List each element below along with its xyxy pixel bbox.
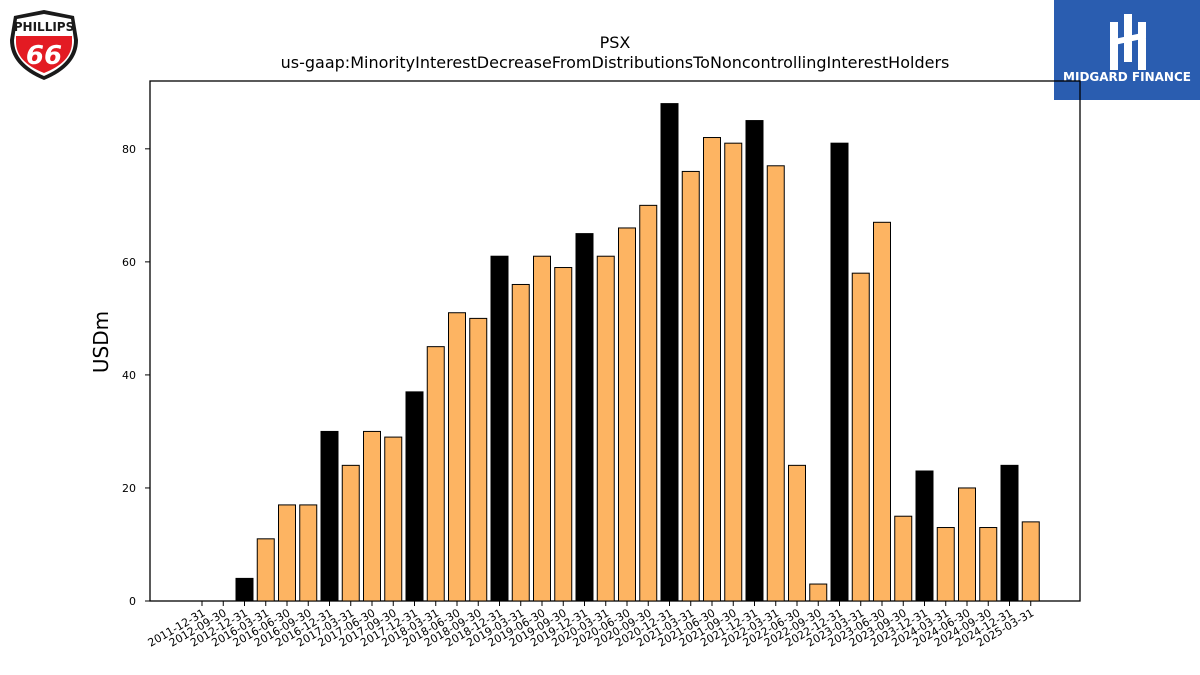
y-tick-label: 80 xyxy=(122,143,136,156)
bar xyxy=(554,267,573,602)
chart-title: PSX xyxy=(600,33,631,52)
bar xyxy=(256,538,275,602)
bar xyxy=(639,204,658,602)
bar xyxy=(448,312,466,602)
bar xyxy=(936,527,955,602)
bar xyxy=(533,255,551,602)
bar xyxy=(469,317,488,602)
logo-text-phillips: PHILLIPS xyxy=(14,20,75,34)
bar xyxy=(299,504,318,602)
bar xyxy=(851,272,870,602)
bar xyxy=(724,142,743,602)
y-tick-label: 0 xyxy=(129,595,136,608)
bar xyxy=(511,283,530,602)
bar xyxy=(405,391,424,602)
bar xyxy=(235,577,254,602)
bar xyxy=(788,464,806,602)
bar xyxy=(426,346,445,602)
bar xyxy=(384,436,403,602)
plot-area-frame xyxy=(149,80,1081,602)
bar xyxy=(278,504,296,602)
bar xyxy=(766,165,785,602)
bar xyxy=(894,515,913,602)
bar xyxy=(618,227,636,602)
bar xyxy=(1000,464,1019,602)
y-axis-label: USDm xyxy=(89,311,113,373)
midgard-logo-text: MIDGARD FINANCE xyxy=(1063,70,1191,84)
bar xyxy=(745,120,764,602)
y-tick-label: 60 xyxy=(122,256,136,269)
bar xyxy=(979,527,998,602)
bar xyxy=(1021,521,1040,602)
phillips-66-logo: PHILLIPS 66 xyxy=(10,10,78,80)
bars xyxy=(235,103,1040,602)
bar xyxy=(681,170,700,602)
bar xyxy=(320,430,339,602)
y-tick-label: 40 xyxy=(122,369,136,382)
bar xyxy=(490,255,509,602)
bar xyxy=(363,430,381,602)
bar xyxy=(341,464,360,602)
bar xyxy=(809,583,828,602)
logo-text-66: 66 xyxy=(26,41,62,71)
chart-subtitle: us-gaap:MinorityInterestDecreaseFromDist… xyxy=(281,53,950,72)
bar xyxy=(873,221,891,602)
midgard-finance-logo: MIDGARD FINANCE xyxy=(1054,0,1200,100)
x-axis-ticks: 2011-12-312012-09-302012-12-312016-03-31… xyxy=(146,601,1036,650)
bar xyxy=(703,137,721,602)
bar xyxy=(660,103,679,602)
y-tick-label: 20 xyxy=(122,482,136,495)
bar xyxy=(575,233,594,602)
y-axis-ticks: 0 20 40 60 80 xyxy=(122,143,150,608)
bar xyxy=(596,255,615,602)
bar xyxy=(830,142,849,602)
bar xyxy=(915,470,934,602)
bar xyxy=(958,487,976,602)
